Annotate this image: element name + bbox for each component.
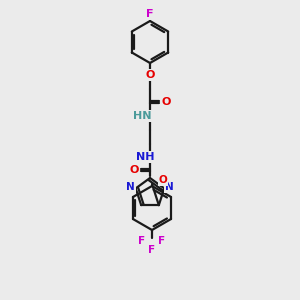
Text: N: N [126, 182, 135, 192]
Text: NH: NH [136, 152, 154, 162]
Text: F: F [146, 9, 154, 19]
Text: O: O [161, 97, 171, 107]
Text: O: O [129, 165, 139, 175]
Text: F: F [158, 236, 166, 246]
Text: HN: HN [133, 111, 151, 121]
Text: F: F [138, 236, 146, 246]
Text: O: O [145, 70, 155, 80]
Text: N: N [165, 182, 174, 192]
Text: F: F [148, 245, 156, 255]
Text: O: O [159, 175, 167, 185]
